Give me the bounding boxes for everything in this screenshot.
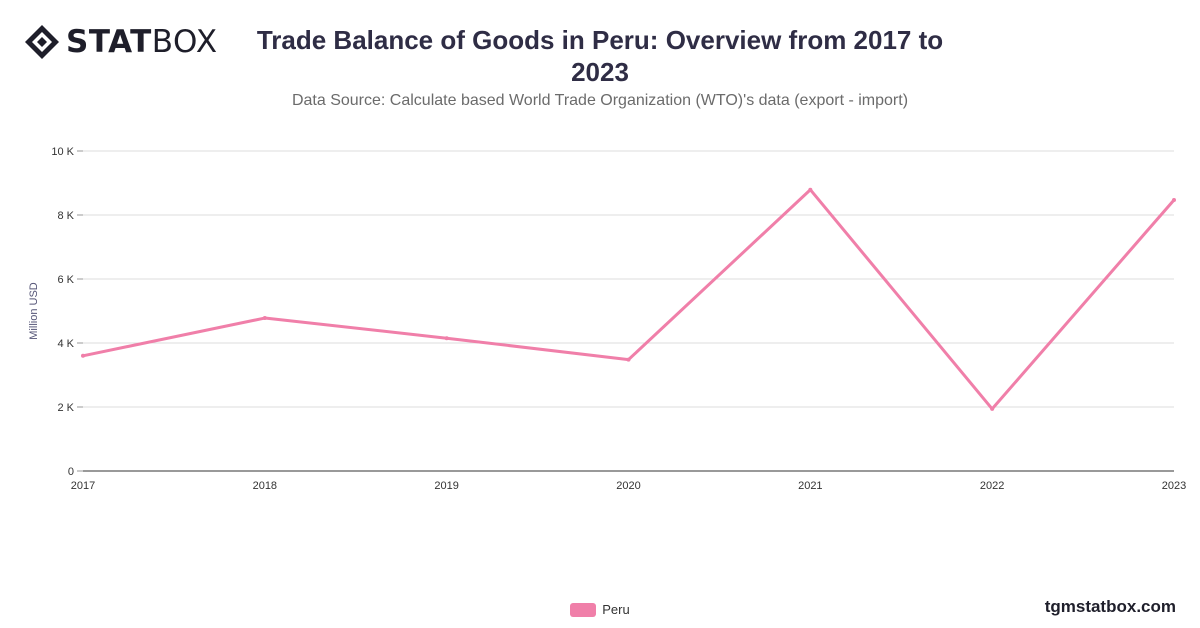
x-tick-label: 2022 [980,480,1004,492]
legend-label-peru[interactable]: Peru [602,602,630,617]
series-layer [81,187,1176,411]
logo-wordmark: STATBOX [66,23,218,60]
x-tick-label: 2023 [1162,480,1186,492]
y-tick-label: 0 [68,466,74,478]
chart-subtitle: Data Source: Calculate based World Trade… [291,92,909,109]
data-point[interactable] [808,187,813,192]
y-tick-label: 4 K [57,338,74,350]
x-tick-label: 2021 [798,480,822,492]
x-tick-label: 2020 [616,480,640,492]
data-point[interactable] [626,357,631,362]
y-tick-label: 10 K [51,146,74,158]
site-brand: tgmstatbox.com [1044,597,1176,616]
logo-wordmark-bold: STAT [66,23,152,60]
axes: 0 2 K 4 K 6 K 8 K 10 K 2017 2018 2019 2020 2021 202… [51,146,1186,492]
y-tick-label: 6 K [57,274,74,286]
data-point[interactable] [990,406,995,411]
logo-wordmark-light: BOX [151,23,218,60]
data-point[interactable] [444,336,449,341]
statbox-logo: STATBOX [24,22,218,62]
diamond-logo-icon [25,25,59,59]
gridlines [83,150,1174,408]
x-tick-label: 2017 [71,480,95,492]
legend: Peru [0,602,1200,617]
data-point[interactable] [262,316,267,321]
y-axis-label: Million USD [28,282,40,340]
x-tick-label: 2019 [434,480,458,492]
x-tick-label: 2018 [253,480,277,492]
chart-title: Trade Balance of Goods in Peru: Overview… [256,25,944,87]
legend-swatch-peru[interactable] [570,602,597,617]
data-point[interactable] [81,353,85,358]
data-point[interactable] [1172,197,1176,202]
series-line-peru[interactable] [81,188,1176,411]
y-tick-label: 8 K [57,210,74,222]
y-tick-label: 2 K [57,402,74,414]
